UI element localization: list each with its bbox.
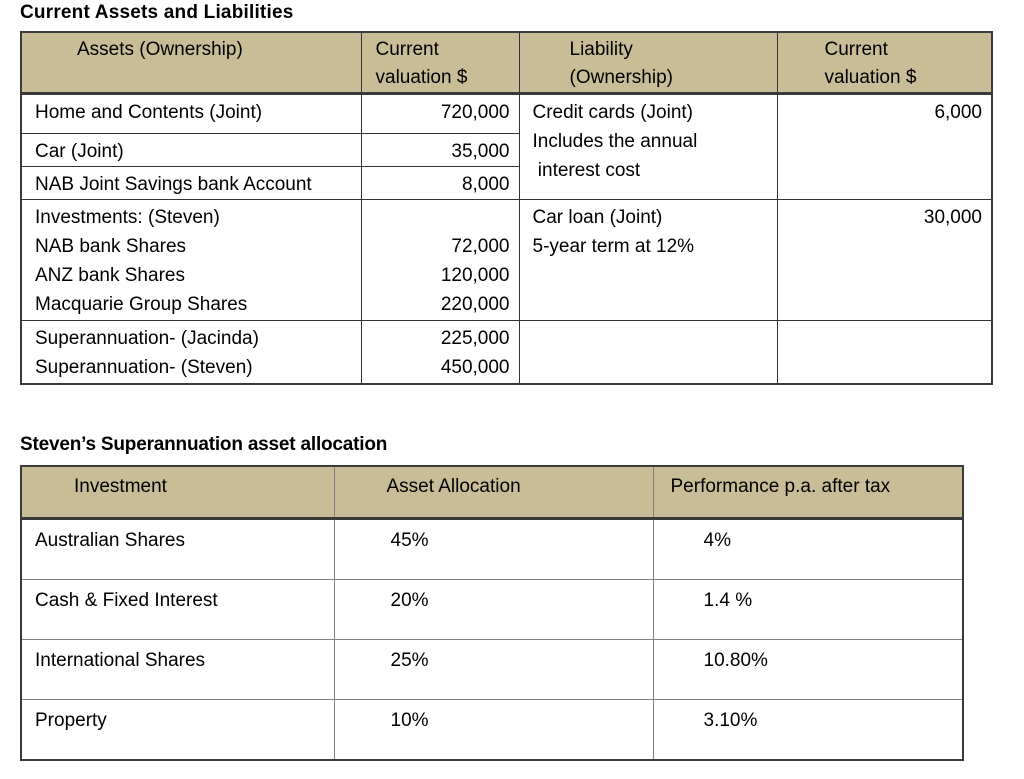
table-row: International Shares 25% 10.80% bbox=[20, 639, 964, 700]
allocation-cell: 45% bbox=[333, 518, 654, 580]
col-header-assets: Assets (Ownership) bbox=[20, 31, 362, 95]
performance-cell: 1.4 % bbox=[652, 579, 964, 640]
table-row: NAB Joint Savings bank Account 8,000 bbox=[20, 166, 992, 200]
col-header-investment: Investment bbox=[20, 465, 335, 520]
investment-cell: Property bbox=[20, 699, 335, 761]
superannuation-title: Steven’s Superannuation asset allocation bbox=[20, 434, 388, 455]
performance-cell: 4% bbox=[652, 518, 964, 580]
asset-value-cell: 720,000 bbox=[360, 93, 520, 134]
table-row: Investments: (Steven) NAB bank Shares AN… bbox=[20, 199, 993, 321]
col-header-performance: Performance p.a. after tax bbox=[652, 465, 964, 520]
table-row: Property 10% 3.10% bbox=[20, 699, 964, 761]
header-row: Assets (Ownership) Current valuation $ L… bbox=[20, 31, 993, 95]
document-page: Current Assets and Liabilities Assets (O… bbox=[20, 2, 993, 761]
allocation-cell: 10% bbox=[333, 699, 654, 761]
liability-value-cell: 30,000 bbox=[776, 199, 993, 321]
col-header-allocation: Asset Allocation bbox=[333, 465, 654, 520]
col-header-liability-valuation: Current valuation $ bbox=[776, 31, 993, 95]
asset-cell: NAB Joint Savings bank Account bbox=[20, 166, 362, 200]
table-row: Australian Shares 45% 4% bbox=[20, 518, 964, 580]
allocation-cell: 20% bbox=[333, 579, 654, 640]
asset-cell: Home and Contents (Joint) bbox=[20, 93, 362, 134]
performance-cell: 3.10% bbox=[652, 699, 964, 761]
liability-value-cell: 6,000 bbox=[776, 93, 993, 200]
investment-cell: International Shares bbox=[20, 639, 335, 700]
asset-value-cell: 35,000 bbox=[360, 133, 520, 167]
col-header-asset-valuation: Current valuation $ bbox=[360, 31, 520, 95]
liability-cell: Credit cards (Joint) Includes the annual… bbox=[518, 93, 778, 200]
liability-value-cell-empty bbox=[776, 320, 993, 385]
investment-cell: Australian Shares bbox=[20, 518, 335, 580]
liability-cell-empty bbox=[518, 320, 778, 385]
table-row: Car (Joint) 35,000 bbox=[20, 133, 992, 167]
asset-cell: Car (Joint) bbox=[20, 133, 362, 167]
asset-value-cell: 225,000 450,000 bbox=[360, 320, 520, 385]
allocation-cell: 25% bbox=[333, 639, 654, 700]
table-row: Home and Contents (Joint) 720,000 Credit… bbox=[20, 93, 993, 200]
performance-cell: 10.80% bbox=[652, 639, 964, 700]
header-row: Investment Asset Allocation Performance … bbox=[20, 465, 964, 520]
col-header-liability: Liability (Ownership) bbox=[518, 31, 778, 95]
asset-value-cell: 8,000 bbox=[360, 166, 520, 200]
liability-cell: Car loan (Joint) 5-year term at 12% bbox=[518, 199, 778, 321]
assets-liabilities-table: Assets (Ownership) Current valuation $ L… bbox=[20, 31, 993, 385]
table-row: Superannuation- (Jacinda) Superannuation… bbox=[20, 320, 993, 385]
asset-value-cell: 72,000 120,000 220,000 bbox=[360, 199, 520, 321]
investment-cell: Cash & Fixed Interest bbox=[20, 579, 335, 640]
asset-cell: Investments: (Steven) NAB bank Shares AN… bbox=[20, 199, 362, 321]
asset-cell: Superannuation- (Jacinda) Superannuation… bbox=[20, 320, 362, 385]
superannuation-table: Investment Asset Allocation Performance … bbox=[20, 465, 964, 761]
table-row: Cash & Fixed Interest 20% 1.4 % bbox=[20, 579, 964, 640]
assets-liabilities-title: Current Assets and Liabilities bbox=[20, 2, 294, 23]
